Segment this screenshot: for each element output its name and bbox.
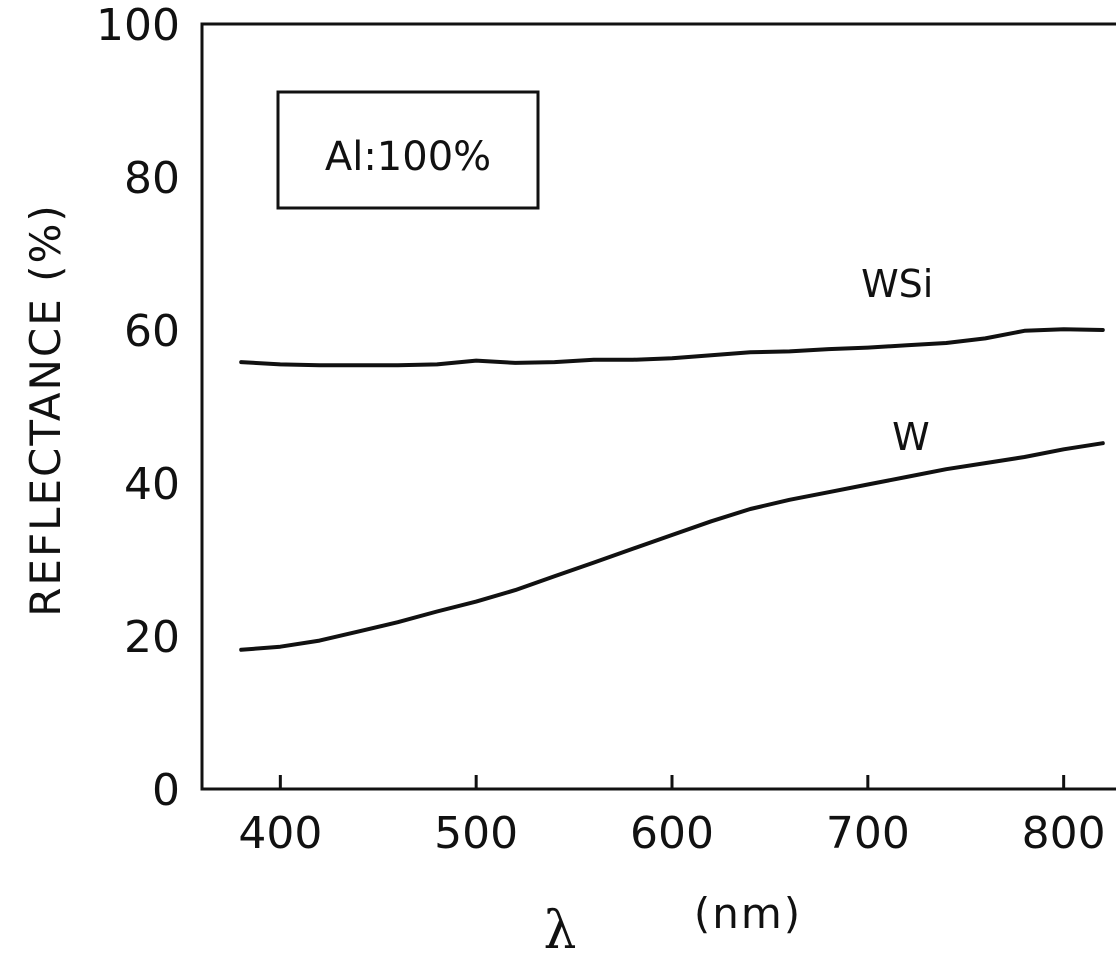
x-tick-label: 800 bbox=[1022, 808, 1106, 859]
series-label-wsi: WSi bbox=[861, 262, 933, 306]
annotation-box bbox=[276, 90, 540, 210]
x-axis-symbol: λ bbox=[544, 901, 577, 961]
y-axis-title: REFLECTANCE (%) bbox=[21, 203, 70, 617]
series-line-wsi bbox=[239, 327, 1105, 368]
annotation-text: Al:100% bbox=[325, 134, 491, 180]
x-tick-marks bbox=[278, 775, 1066, 789]
x-axis-unit: (nm) bbox=[694, 889, 802, 938]
y-tick-label: 40 bbox=[124, 459, 180, 510]
y-tick-label: 20 bbox=[124, 612, 180, 663]
x-tick-labels: 400 500 600 700 800 bbox=[238, 808, 1105, 859]
x-tick-label: 500 bbox=[434, 808, 518, 859]
y-tick-label: 100 bbox=[96, 0, 180, 51]
x-tick-label: 400 bbox=[238, 808, 322, 859]
series-labels: WSi W bbox=[861, 262, 933, 459]
series-lines bbox=[239, 327, 1105, 652]
x-tick-label: 700 bbox=[826, 808, 910, 859]
y-tick-label: 60 bbox=[124, 306, 180, 357]
y-tick-label: 80 bbox=[124, 153, 180, 204]
y-tick-labels: 0 20 40 60 80 100 bbox=[96, 0, 180, 816]
x-tick-label: 600 bbox=[630, 808, 714, 859]
series-label-w: W bbox=[892, 415, 930, 459]
series-line-w bbox=[239, 441, 1105, 652]
y-tick-label: 0 bbox=[152, 765, 180, 816]
